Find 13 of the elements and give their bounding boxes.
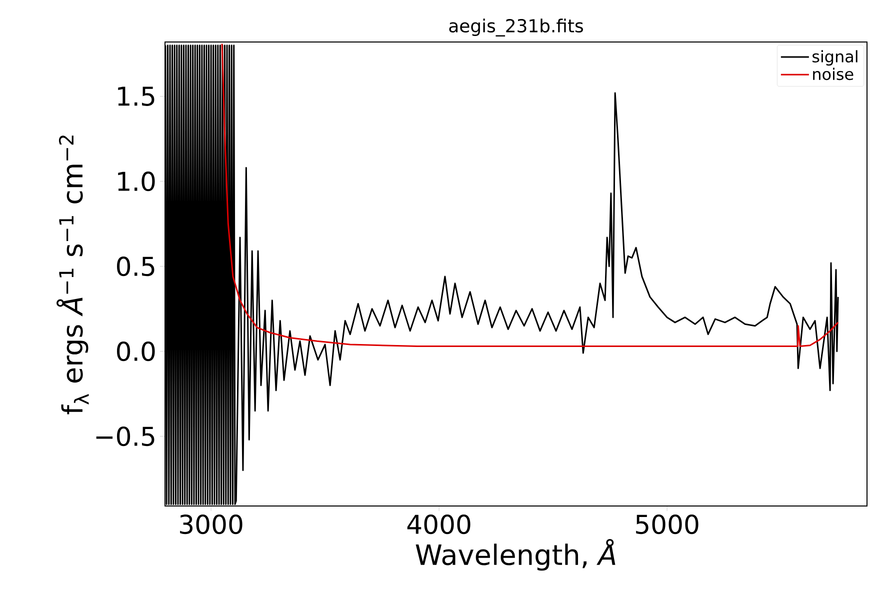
y-tick-label: 1.0 [118,172,155,192]
y-tick-label: 0.0 [116,342,155,362]
text: f$_{λ}$ ergs Å$^{−1}$ s$^{−1}$ cm$^{−2}$ [56,136,89,414]
y-tick-label: 1.5 [118,86,154,106]
x-tick-label: 4000 [407,514,470,534]
x-tick-label: 3000 [180,514,242,534]
chart-title: aegis_231b.fits [449,18,583,36]
x-tick-label: 5000 [636,514,698,534]
legend-label: noise [813,68,854,80]
y-tick-label: −0.5 [96,426,154,446]
x-axis-title: Wavelength, Å [416,538,616,571]
y-tick-label: 0.5 [116,256,154,276]
legend-label: signal [812,50,858,66]
